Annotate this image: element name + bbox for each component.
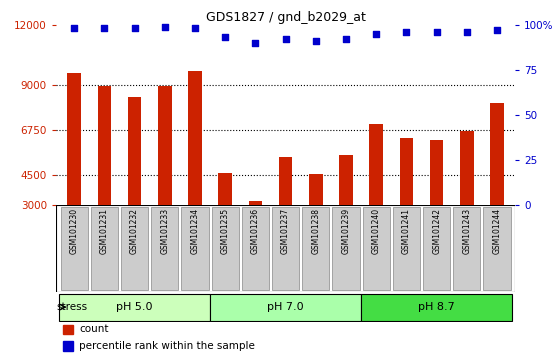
FancyBboxPatch shape	[483, 207, 511, 290]
Text: GSM101235: GSM101235	[221, 208, 230, 254]
Text: GSM101240: GSM101240	[372, 208, 381, 254]
Point	[281, 36, 290, 42]
FancyBboxPatch shape	[393, 207, 420, 290]
FancyBboxPatch shape	[121, 207, 148, 290]
FancyBboxPatch shape	[333, 207, 360, 290]
FancyBboxPatch shape	[59, 293, 210, 321]
Title: GDS1827 / gnd_b2029_at: GDS1827 / gnd_b2029_at	[206, 11, 366, 24]
FancyBboxPatch shape	[212, 207, 239, 290]
Text: GSM101244: GSM101244	[493, 208, 502, 254]
FancyBboxPatch shape	[242, 207, 269, 290]
Text: stress: stress	[57, 302, 88, 312]
Text: count: count	[79, 325, 109, 335]
Text: GSM101232: GSM101232	[130, 208, 139, 254]
Point	[130, 25, 139, 31]
FancyBboxPatch shape	[60, 207, 88, 290]
Text: percentile rank within the sample: percentile rank within the sample	[79, 341, 255, 351]
Bar	[370, 124, 383, 205]
Text: GSM101231: GSM101231	[100, 208, 109, 254]
Point	[69, 25, 78, 31]
Text: GSM101243: GSM101243	[463, 208, 472, 254]
Bar	[188, 71, 202, 205]
Bar	[309, 174, 323, 205]
Point	[463, 29, 472, 35]
FancyBboxPatch shape	[210, 293, 361, 321]
Bar	[460, 131, 474, 205]
Text: GSM101237: GSM101237	[281, 208, 290, 254]
Text: GSM101234: GSM101234	[190, 208, 199, 254]
Bar	[158, 86, 171, 205]
Bar	[97, 86, 111, 205]
FancyBboxPatch shape	[272, 207, 299, 290]
Text: GSM101236: GSM101236	[251, 208, 260, 254]
FancyBboxPatch shape	[151, 207, 178, 290]
Point	[311, 38, 320, 44]
FancyBboxPatch shape	[363, 207, 390, 290]
Text: GSM101239: GSM101239	[342, 208, 351, 254]
FancyBboxPatch shape	[423, 207, 450, 290]
Bar	[218, 173, 232, 205]
Text: GSM101242: GSM101242	[432, 208, 441, 254]
Text: GSM101233: GSM101233	[160, 208, 169, 254]
Text: pH 8.7: pH 8.7	[418, 302, 455, 312]
Bar	[430, 140, 444, 205]
Bar	[128, 97, 141, 205]
Point	[432, 29, 441, 35]
FancyBboxPatch shape	[181, 207, 208, 290]
Bar	[400, 138, 413, 205]
Point	[100, 25, 109, 31]
Text: GSM101230: GSM101230	[69, 208, 78, 254]
Bar	[490, 103, 504, 205]
Text: GSM101241: GSM101241	[402, 208, 411, 254]
FancyBboxPatch shape	[361, 293, 512, 321]
Point	[342, 36, 351, 42]
Point	[402, 29, 411, 35]
Text: pH 5.0: pH 5.0	[116, 302, 153, 312]
Bar	[67, 73, 81, 205]
Bar	[249, 201, 262, 205]
Point	[493, 27, 502, 33]
Bar	[63, 325, 73, 334]
Bar	[63, 341, 73, 351]
Point	[221, 35, 230, 40]
FancyBboxPatch shape	[453, 207, 480, 290]
Bar	[279, 157, 292, 205]
Point	[372, 31, 381, 37]
FancyBboxPatch shape	[91, 207, 118, 290]
Point	[160, 24, 169, 29]
Bar	[339, 155, 353, 205]
Text: pH 7.0: pH 7.0	[267, 302, 304, 312]
Point	[251, 40, 260, 46]
Text: GSM101238: GSM101238	[311, 208, 320, 254]
FancyBboxPatch shape	[302, 207, 329, 290]
Point	[190, 25, 199, 31]
